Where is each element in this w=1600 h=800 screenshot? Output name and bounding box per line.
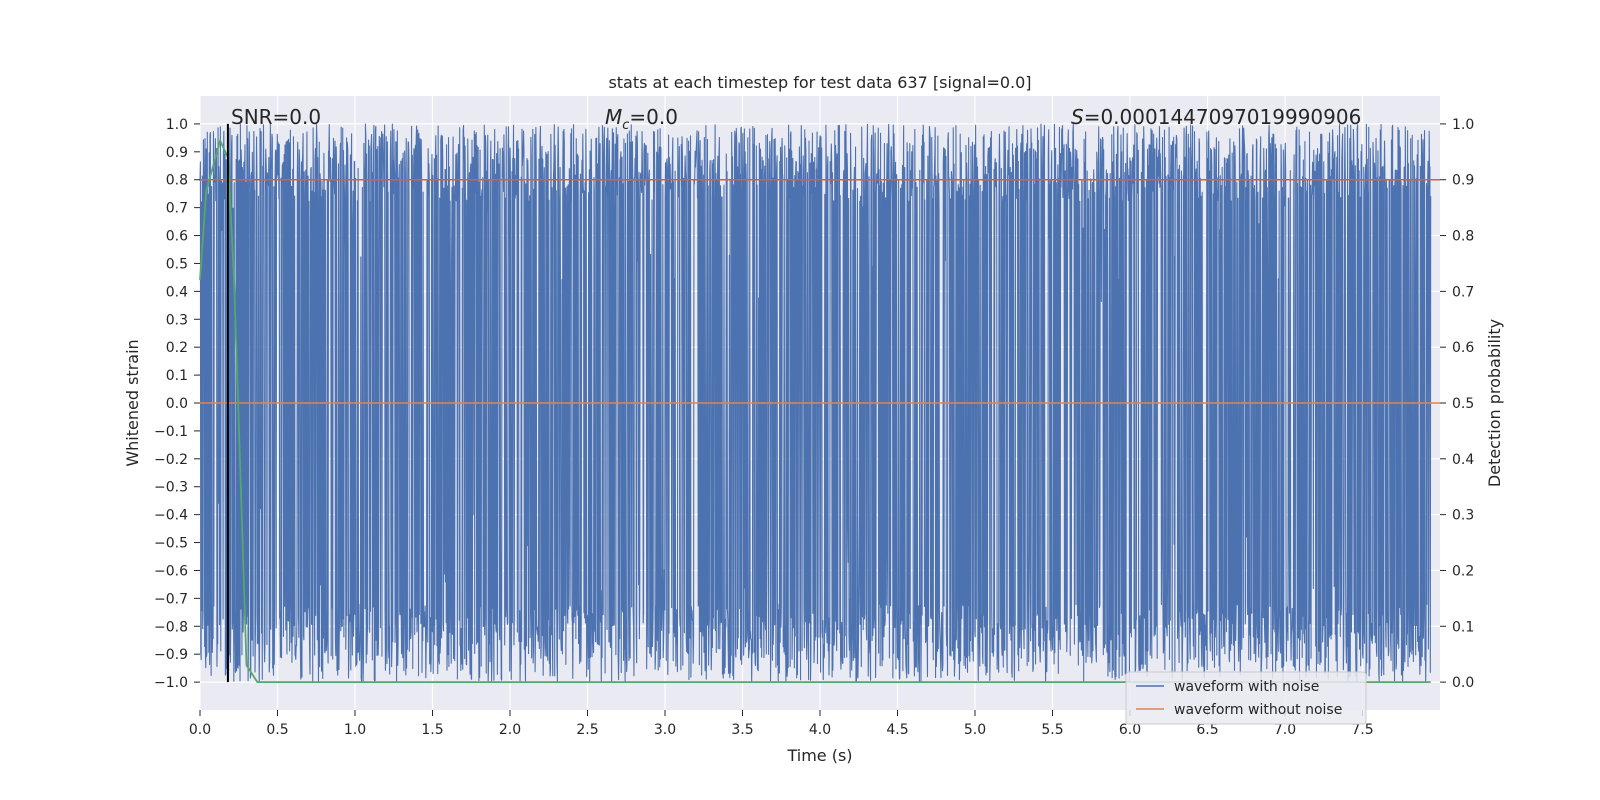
x-axis-label: Time (s) <box>786 746 852 765</box>
y-tick-label: 0.0 <box>166 396 188 412</box>
y-right-tick-label: 0.5 <box>1452 396 1474 412</box>
y-tick-label: −0.5 <box>154 536 188 552</box>
y-axis-label-left: Whitened strain <box>123 339 142 466</box>
noise-waveform-line <box>199 123 1432 683</box>
y-right-tick-label: 0.1 <box>1452 619 1474 635</box>
y-tick-label: −0.4 <box>154 508 188 524</box>
y-tick-label: −0.6 <box>154 563 188 579</box>
x-tick-label: 1.0 <box>344 722 366 738</box>
s-value: =0.0001447097019990906 <box>1084 105 1362 129</box>
x-tick-label: 6.0 <box>1119 722 1141 738</box>
y-ticks-right: 1.0 0.9 0.8 0.7 0.6 0.5 0.4 0.3 0.2 0.1 0.0 <box>1440 117 1474 691</box>
y-right-tick-label: 0.6 <box>1452 340 1474 356</box>
y-right-tick-label: 0.9 <box>1452 173 1474 189</box>
mc-symbol: M <box>605 105 622 129</box>
y-tick-label: −0.8 <box>154 619 188 635</box>
y-right-tick-label: 0.8 <box>1452 229 1474 245</box>
s-symbol: S <box>1071 105 1084 129</box>
y-tick-label: 0.7 <box>166 201 188 217</box>
x-tick-label: 3.5 <box>731 722 753 738</box>
x-tick-label: 0.5 <box>266 722 288 738</box>
chart-title: stats at each timestep for test data 637… <box>608 73 1031 92</box>
x-tick-label: 3.0 <box>654 722 676 738</box>
legend-label-clean: waveform without noise <box>1174 702 1342 718</box>
x-tick-label: 1.5 <box>421 722 443 738</box>
x-tick-label: 4.5 <box>886 722 908 738</box>
y-ticks-left: 1.0 0.9 0.8 0.7 0.6 0.5 0.4 0.3 0.2 0.1 0.0 −0.1 −0.… <box>154 117 200 691</box>
x-ticks: 0.0 0.5 1.0 1.5 2.0 2.5 3.0 3.5 4.0 4.5 5.0 5.5 6.0 6… <box>189 710 1374 738</box>
y-tick-label: 0.4 <box>166 284 188 300</box>
y-right-tick-label: 0.0 <box>1452 675 1474 691</box>
y-tick-label: −1.0 <box>154 675 188 691</box>
y-axis-label-right: Detection probability <box>1485 319 1504 487</box>
x-tick-label: 2.0 <box>499 722 521 738</box>
y-tick-label: −0.1 <box>154 424 188 440</box>
series-waveform-with-noise <box>199 123 1432 683</box>
y-tick-label: −0.7 <box>154 591 188 607</box>
y-right-tick-label: 0.3 <box>1452 508 1474 524</box>
y-tick-label: −0.2 <box>154 452 188 468</box>
x-tick-label: 2.5 <box>576 722 598 738</box>
snr-annotation: SNR=0.0 <box>231 105 321 129</box>
s-annotation: S=0.0001447097019990906 <box>1071 105 1361 129</box>
x-tick-label: 5.5 <box>1041 722 1063 738</box>
x-tick-label: 6.5 <box>1196 722 1218 738</box>
legend-box <box>1125 671 1367 725</box>
y-tick-label: 0.6 <box>166 229 188 245</box>
y-tick-label: 0.5 <box>166 256 188 272</box>
y-tick-label: 0.2 <box>166 340 188 356</box>
y-tick-label: −0.3 <box>154 480 188 496</box>
y-tick-label: 1.0 <box>166 117 188 133</box>
series-lines <box>199 123 1440 683</box>
x-tick-label: 0.0 <box>189 722 211 738</box>
y-tick-label: −0.9 <box>154 647 188 663</box>
mc-annotation: Mc=0.0 <box>605 105 678 133</box>
y-tick-label: 0.8 <box>166 173 188 189</box>
y-right-tick-label: 0.7 <box>1452 284 1474 300</box>
x-tick-label: 4.0 <box>809 722 831 738</box>
y-tick-label: 0.1 <box>166 368 188 384</box>
mc-subscript: c <box>622 118 629 133</box>
x-tick-label: 5.0 <box>964 722 986 738</box>
y-right-tick-label: 0.4 <box>1452 452 1474 468</box>
y-tick-label: 0.9 <box>166 145 188 161</box>
x-tick-label: 7.0 <box>1274 722 1296 738</box>
mc-value: =0.0 <box>629 105 678 129</box>
y-right-tick-label: 1.0 <box>1452 117 1474 133</box>
legend-label-noise: waveform with noise <box>1174 679 1319 695</box>
legend: waveform with noise waveform without noi… <box>1125 671 1367 725</box>
detection-probability-line <box>199 138 1431 683</box>
y-right-tick-label: 0.2 <box>1452 563 1474 579</box>
y-tick-label: 0.3 <box>166 312 188 328</box>
x-tick-label: 7.5 <box>1351 722 1373 738</box>
